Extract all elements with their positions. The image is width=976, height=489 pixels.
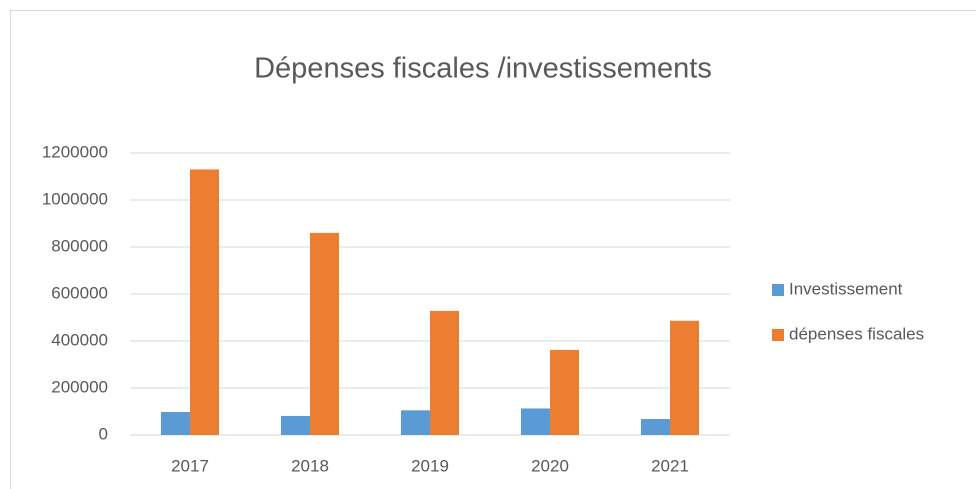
y-tick-label: 400000 [51, 330, 108, 349]
legend-swatch [772, 329, 784, 341]
x-tick-label: 2021 [651, 456, 689, 475]
bar [161, 411, 190, 435]
bar [310, 232, 339, 435]
bar [521, 408, 550, 435]
bar [430, 310, 459, 435]
legend-label: dépenses fiscales [789, 324, 924, 343]
y-tick-label: 0 [99, 424, 108, 443]
bar [550, 349, 579, 435]
x-tick-label: 2019 [411, 456, 449, 475]
y-tick-label: 1200000 [42, 142, 108, 161]
bar [670, 320, 699, 435]
chart-title: Dépenses fiscales /investissements [254, 53, 712, 85]
chart-frame [10, 10, 976, 489]
y-tick-label: 800000 [51, 236, 108, 255]
bar [190, 169, 219, 435]
y-tick-label: 600000 [51, 283, 108, 302]
legend-swatch [772, 284, 784, 296]
bar [281, 415, 310, 435]
x-tick-label: 2018 [291, 456, 329, 475]
bar [401, 410, 430, 435]
bar [641, 419, 670, 435]
y-tick-label: 200000 [51, 377, 108, 396]
x-tick-label: 2017 [171, 456, 209, 475]
y-tick-label: 1000000 [42, 189, 108, 208]
legend-label: Investissement [789, 279, 903, 298]
x-tick-label: 2020 [531, 456, 569, 475]
